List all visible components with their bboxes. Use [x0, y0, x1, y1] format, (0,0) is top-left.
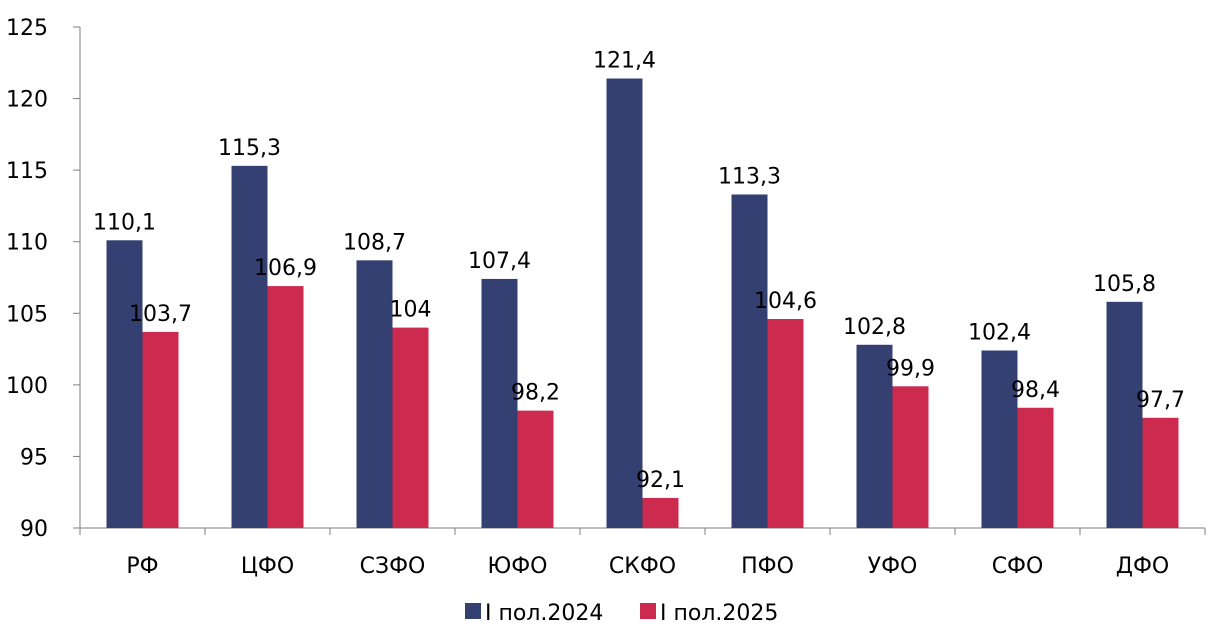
data-label: 104,6	[754, 289, 817, 314]
bar-series-1	[481, 278, 518, 528]
category-label: РФ	[126, 554, 158, 579]
data-label: 98,4	[1011, 378, 1060, 403]
data-label: 105,8	[1093, 272, 1156, 297]
category-label: СФО	[992, 554, 1044, 579]
data-label: 104	[390, 298, 432, 323]
legend-swatch	[465, 603, 481, 619]
data-label: 92,1	[636, 468, 685, 493]
legend-label: I пол.2025	[660, 601, 778, 626]
bar-series-1	[606, 78, 643, 528]
bar-series-2	[392, 327, 429, 528]
bar-series-2	[142, 331, 179, 528]
bar-series-1	[856, 344, 893, 528]
data-label: 106,9	[254, 256, 317, 281]
bar-series-1	[731, 194, 768, 528]
category-label: СКФО	[609, 554, 676, 579]
data-label: 103,7	[129, 302, 192, 327]
category-label: СЗФО	[360, 554, 426, 579]
data-label: 121,4	[593, 49, 656, 74]
bar-series-1	[981, 350, 1018, 528]
data-label: 107,4	[468, 249, 531, 274]
bar-series-2	[767, 319, 804, 528]
y-tick-label: 95	[20, 445, 48, 470]
category-label: ПФО	[741, 554, 794, 579]
bar-series-2	[267, 286, 304, 528]
data-label: 113,3	[718, 164, 781, 189]
bar-series-1	[356, 260, 393, 528]
y-tick-label: 120	[6, 88, 48, 113]
y-tick-label: 105	[6, 302, 48, 327]
legend-swatch	[640, 603, 656, 619]
bar-series-2	[517, 410, 554, 528]
category-label: УФО	[868, 554, 918, 579]
legend-label: I пол.2024	[485, 601, 603, 626]
data-label: 102,8	[843, 315, 906, 340]
bar-series-1	[106, 240, 143, 529]
y-tick-label: 100	[6, 374, 48, 399]
bar-series-1	[231, 165, 268, 528]
category-label: ДФО	[1116, 554, 1169, 579]
data-label: 98,2	[511, 381, 560, 406]
bar-series-2	[892, 386, 929, 528]
bar-series-2	[1017, 407, 1054, 528]
data-label: 97,7	[1136, 388, 1185, 413]
y-tick-label: 110	[6, 231, 48, 256]
y-tick-label: 90	[20, 517, 48, 542]
bar-series-1	[1106, 301, 1143, 528]
data-label: 115,3	[218, 136, 281, 161]
data-label: 102,4	[968, 321, 1031, 346]
y-tick-label: 115	[6, 159, 48, 184]
data-label: 110,1	[93, 210, 156, 235]
category-label: ЮФО	[487, 554, 547, 579]
bar-series-2	[642, 497, 679, 528]
y-tick-label: 125	[6, 16, 48, 41]
data-label: 108,7	[343, 230, 406, 255]
category-label: ЦФО	[241, 554, 294, 579]
data-label: 99,9	[886, 356, 935, 381]
bar-series-2	[1142, 417, 1179, 528]
